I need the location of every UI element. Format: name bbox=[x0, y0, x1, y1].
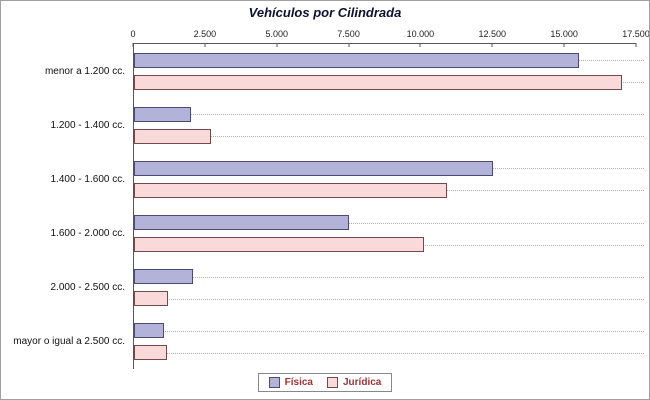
gridline bbox=[134, 276, 644, 278]
x-tick-mark bbox=[635, 43, 637, 47]
x-tick-label: 12.500 bbox=[478, 29, 507, 39]
legend-label: Jurídica bbox=[343, 376, 382, 388]
category-label: mayor o igual a 2.500 cc. bbox=[13, 336, 125, 348]
bar-series-0 bbox=[134, 52, 579, 68]
category-label: 1.600 - 2.000 cc. bbox=[50, 228, 126, 240]
bar-row bbox=[134, 128, 644, 144]
x-tick-label: 2.500 bbox=[193, 29, 217, 39]
x-tick-mark bbox=[563, 43, 565, 47]
x-axis-row: 0 2.500 5.000 7.500 10.000 12.500 15.000 17.500 bbox=[1, 22, 649, 47]
bar-series-1 bbox=[134, 128, 212, 144]
bar-row bbox=[134, 345, 644, 361]
bar-row bbox=[134, 291, 644, 307]
x-tick-label: 10.000 bbox=[406, 29, 435, 39]
bar-row bbox=[134, 52, 644, 68]
legend-item: Física bbox=[268, 376, 313, 388]
category-label: 1.200 - 1.400 cc. bbox=[50, 119, 126, 131]
legend-swatch bbox=[327, 376, 338, 388]
legend-swatch bbox=[268, 376, 280, 388]
category-group: mayor o igual a 2.500 cc. bbox=[1, 314, 649, 370]
category-label: 1.400 - 1.600 cc. bbox=[50, 173, 126, 185]
axis-spacer bbox=[1, 22, 133, 44]
chart-title: Vehículos por Cilindrada bbox=[248, 5, 402, 20]
plot-rows: menor a 1.200 cc. 1.200 - 1.400 cc. 1.400 … bbox=[1, 44, 649, 370]
bar-series-0 bbox=[134, 215, 350, 231]
bar-series-1 bbox=[134, 345, 167, 361]
bar-series-1 bbox=[134, 182, 447, 198]
bar-row bbox=[134, 269, 644, 285]
bar-row bbox=[134, 215, 644, 231]
gridline bbox=[134, 352, 644, 354]
bar-area bbox=[133, 260, 644, 315]
category-group: 1.600 - 2.000 cc. bbox=[1, 206, 649, 261]
bar-row bbox=[134, 160, 644, 176]
bar-row bbox=[134, 323, 644, 339]
gridline bbox=[134, 330, 644, 332]
x-axis: 0 2.500 5.000 7.500 10.000 12.500 15.000 17.500 bbox=[130, 22, 649, 47]
bar-row bbox=[134, 106, 644, 122]
bar-series-1 bbox=[134, 74, 622, 90]
bar-series-0 bbox=[134, 106, 192, 122]
x-tick-label: 5.000 bbox=[265, 29, 288, 39]
legend-label: Física bbox=[284, 376, 313, 388]
category-group: 1.400 - 1.600 cc. bbox=[1, 152, 649, 207]
gridline bbox=[134, 136, 644, 138]
bar-row bbox=[134, 74, 644, 90]
gridline bbox=[134, 298, 644, 300]
x-tick-mark bbox=[204, 43, 206, 47]
x-tick-label: 0 bbox=[130, 29, 136, 39]
bar-area bbox=[133, 44, 644, 99]
legend-row: Física Jurídica bbox=[1, 369, 649, 399]
bar-area bbox=[133, 152, 644, 207]
legend: Física Jurídica bbox=[257, 372, 393, 392]
x-tick-mark bbox=[276, 43, 278, 47]
category-group: menor a 1.200 cc. bbox=[1, 44, 649, 99]
category-group: 1.200 - 1.400 cc. bbox=[1, 98, 649, 153]
bar-series-0 bbox=[134, 269, 193, 285]
bar-series-0 bbox=[134, 323, 165, 339]
x-tick-mark bbox=[348, 43, 350, 47]
category-label: menor a 1.200 cc. bbox=[44, 65, 125, 77]
x-tick-mark bbox=[491, 43, 493, 47]
gridline bbox=[134, 114, 644, 116]
bar-area bbox=[133, 314, 644, 370]
x-tick-label: 7.500 bbox=[337, 29, 360, 39]
x-tick-label: 15.000 bbox=[550, 29, 578, 39]
x-tick-label: 17.500 bbox=[622, 29, 650, 39]
bar-row bbox=[134, 237, 644, 253]
bar-row bbox=[134, 182, 644, 198]
bar-area bbox=[133, 98, 644, 153]
bar-area bbox=[133, 206, 644, 261]
bar-series-1 bbox=[134, 237, 424, 253]
bar-series-0 bbox=[134, 160, 493, 176]
category-label: 2.000 - 2.500 cc. bbox=[50, 282, 126, 294]
legend-item: Jurídica bbox=[327, 376, 382, 388]
gridline bbox=[134, 222, 644, 224]
bar-series-1 bbox=[134, 291, 169, 307]
category-group: 2.000 - 2.500 cc. bbox=[1, 260, 649, 315]
x-tick-mark bbox=[419, 43, 421, 47]
